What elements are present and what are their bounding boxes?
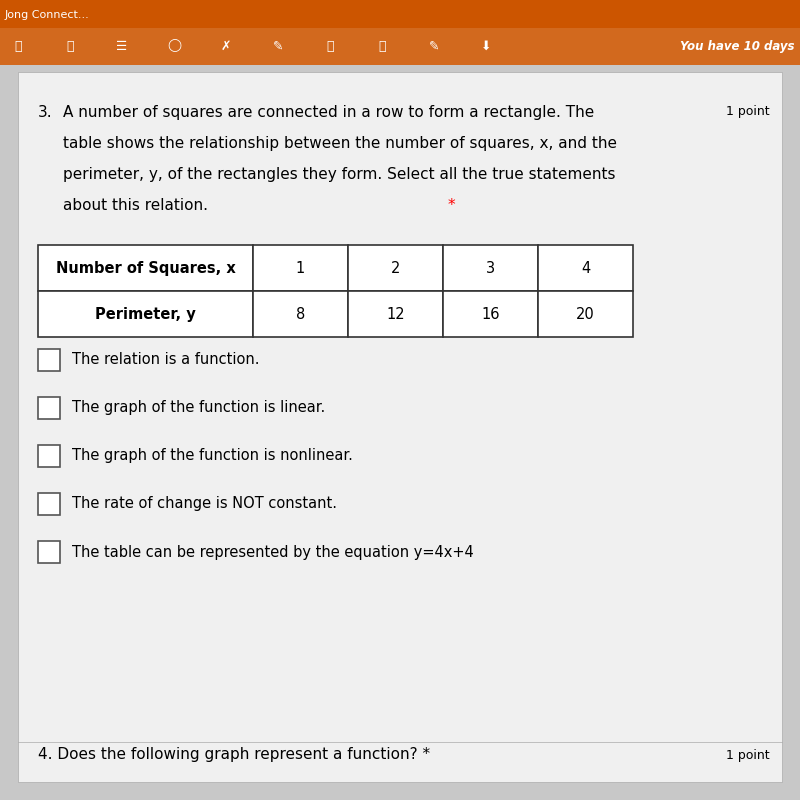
Text: 8: 8 [296, 306, 305, 322]
Text: ✎: ✎ [273, 39, 283, 53]
Bar [538, 291, 633, 337]
Text: *: * [448, 198, 456, 213]
Text: 16: 16 [482, 306, 500, 322]
Bar [38, 349, 60, 371]
Text: 1 point: 1 point [726, 105, 770, 118]
Text: Perimeter, y: Perimeter, y [95, 306, 196, 322]
Bar [538, 245, 633, 291]
Text: ◯: ◯ [167, 39, 181, 53]
Text: Number of Squares, x: Number of Squares, x [56, 261, 235, 275]
Text: You have 10 days: You have 10 days [681, 40, 795, 53]
Text: 🎧: 🎧 [14, 39, 22, 53]
Text: perimeter, y, of the rectangles they form. Select all the true statements: perimeter, y, of the rectangles they for… [63, 167, 615, 182]
Text: ✗: ✗ [221, 39, 231, 53]
Text: The rate of change is NOT constant.: The rate of change is NOT constant. [72, 497, 337, 511]
Text: 📁: 📁 [326, 39, 334, 53]
Text: A number of squares are connected in a row to form a rectangle. The: A number of squares are connected in a r… [63, 105, 594, 120]
Bar [38, 397, 60, 419]
Bar [348, 245, 443, 291]
Text: 3: 3 [486, 261, 495, 275]
Text: 1: 1 [296, 261, 305, 275]
Text: Jong Connect...: Jong Connect... [5, 10, 90, 19]
Bar [38, 445, 60, 467]
Text: The graph of the function is linear.: The graph of the function is linear. [72, 401, 326, 415]
Text: ✎: ✎ [429, 39, 439, 53]
Text: 4: 4 [581, 261, 590, 275]
Text: The graph of the function is nonlinear.: The graph of the function is nonlinear. [72, 449, 353, 463]
Bar [38, 541, 60, 563]
Text: 🔍: 🔍 [66, 39, 74, 53]
Bar [443, 291, 538, 337]
Text: 📁: 📁 [378, 39, 386, 53]
Text: 12: 12 [386, 306, 405, 322]
FancyBboxPatch shape [0, 28, 800, 65]
Bar [38, 245, 253, 291]
Text: ⬇: ⬇ [481, 39, 491, 53]
Bar [443, 245, 538, 291]
Text: 1 point: 1 point [726, 749, 770, 762]
FancyBboxPatch shape [18, 72, 782, 782]
Bar [253, 245, 348, 291]
FancyBboxPatch shape [0, 0, 800, 28]
Bar [253, 291, 348, 337]
Text: ☰: ☰ [116, 39, 128, 53]
Bar [38, 291, 253, 337]
Text: 2: 2 [391, 261, 400, 275]
Text: 3.: 3. [38, 105, 53, 120]
Bar [348, 291, 443, 337]
Text: about this relation.: about this relation. [63, 198, 208, 213]
Text: The table can be represented by the equation y=4x+4: The table can be represented by the equa… [72, 545, 474, 559]
Bar [38, 493, 60, 515]
Text: 4. Does the following graph represent a function? *: 4. Does the following graph represent a … [38, 747, 430, 762]
Text: table shows the relationship between the number of squares, x, and the: table shows the relationship between the… [63, 136, 617, 151]
Text: 20: 20 [576, 306, 595, 322]
Text: The relation is a function.: The relation is a function. [72, 353, 259, 367]
